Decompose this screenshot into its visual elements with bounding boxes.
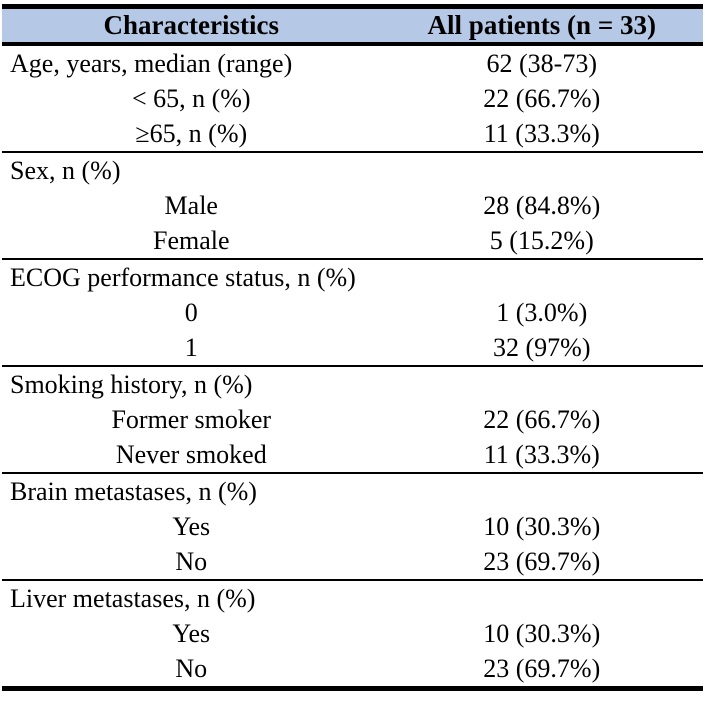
row-label: 1 — [184, 332, 198, 362]
table-row: Liver metastases, n (%) — [2, 581, 703, 616]
row-label: < 65, n (%) — [131, 83, 251, 113]
row-value: 11 (33.3%) — [483, 118, 600, 148]
row-label: No — [175, 546, 208, 576]
table-row: ≥65, n (%) 11 (33.3%) — [2, 116, 703, 151]
section-sex: Sex, n (%) Male 28 (84.8%) Female 5 (15.… — [2, 153, 703, 260]
table-row: No 23 (69.7%) — [2, 651, 703, 686]
section-brain-metastases: Brain metastases, n (%) Yes 10 (30.3%) N… — [2, 474, 703, 581]
table-row: Smoking history, n (%) — [2, 367, 703, 402]
row-value: 23 (69.7%) — [483, 653, 601, 683]
table-row: No 23 (69.7%) — [2, 544, 703, 579]
section-age: Age, years, median (range) 62 (38-73) < … — [2, 46, 703, 153]
table-header-row: Characteristics All patients (n = 33) — [2, 4, 703, 46]
row-label: Yes — [172, 511, 211, 541]
section-liver-metastases: Liver metastases, n (%) Yes 10 (30.3%) N… — [2, 581, 703, 691]
row-label: Former smoker — [111, 404, 272, 434]
row-value: 22 (66.7%) — [483, 404, 601, 434]
header-characteristics: Characteristics — [103, 10, 279, 40]
row-value: 10 (30.3%) — [483, 618, 601, 648]
row-label: 0 — [184, 297, 198, 327]
row-label: Smoking history, n (%) — [10, 369, 253, 399]
table-row: Sex, n (%) — [2, 153, 703, 188]
table-row: 0 1 (3.0%) — [2, 295, 703, 330]
table-row: Female 5 (15.2%) — [2, 223, 703, 258]
table-row: Former smoker 22 (66.7%) — [2, 402, 703, 437]
table-row: ECOG performance status, n (%) — [2, 260, 703, 295]
row-label: Brain metastases, n (%) — [10, 476, 257, 506]
row-label: Male — [164, 190, 218, 220]
row-label: ≥65, n (%) — [135, 118, 248, 148]
row-label: Sex, n (%) — [10, 155, 121, 185]
row-value: 23 (69.7%) — [483, 546, 601, 576]
row-value: 10 (30.3%) — [483, 511, 601, 541]
table-row: Male 28 (84.8%) — [2, 188, 703, 223]
header-all-patients: All patients (n = 33) — [427, 10, 656, 40]
row-value: 32 (97%) — [493, 332, 591, 362]
row-value: 5 (15.2%) — [489, 225, 594, 255]
table-row: Never smoked 11 (33.3%) — [2, 437, 703, 472]
row-label: No — [175, 653, 208, 683]
row-label: Liver metastases, n (%) — [10, 583, 256, 613]
table-row: Yes 10 (30.3%) — [2, 616, 703, 651]
table-row: 1 32 (97%) — [2, 330, 703, 365]
row-value: 1 (3.0%) — [496, 297, 588, 327]
row-label: ECOG performance status, n (%) — [10, 262, 356, 292]
row-value: 11 (33.3%) — [483, 439, 600, 469]
row-value: 22 (66.7%) — [483, 83, 601, 113]
table-row: Yes 10 (30.3%) — [2, 509, 703, 544]
row-label: Never smoked — [115, 439, 267, 469]
table-row: < 65, n (%) 22 (66.7%) — [2, 81, 703, 116]
row-value: 62 (38-73) — [486, 48, 597, 78]
row-label: Age, years, median (range) — [10, 48, 293, 78]
section-ecog: ECOG performance status, n (%) 0 1 (3.0%… — [2, 260, 703, 367]
row-label: Female — [153, 225, 230, 255]
table-row: Brain metastases, n (%) — [2, 474, 703, 509]
table-row: Age, years, median (range) 62 (38-73) — [2, 46, 703, 81]
row-label: Yes — [172, 618, 211, 648]
patient-characteristics-table: Characteristics All patients (n = 33) Ag… — [2, 4, 703, 691]
section-smoking: Smoking history, n (%) Former smoker 22 … — [2, 367, 703, 474]
row-value: 28 (84.8%) — [483, 190, 601, 220]
